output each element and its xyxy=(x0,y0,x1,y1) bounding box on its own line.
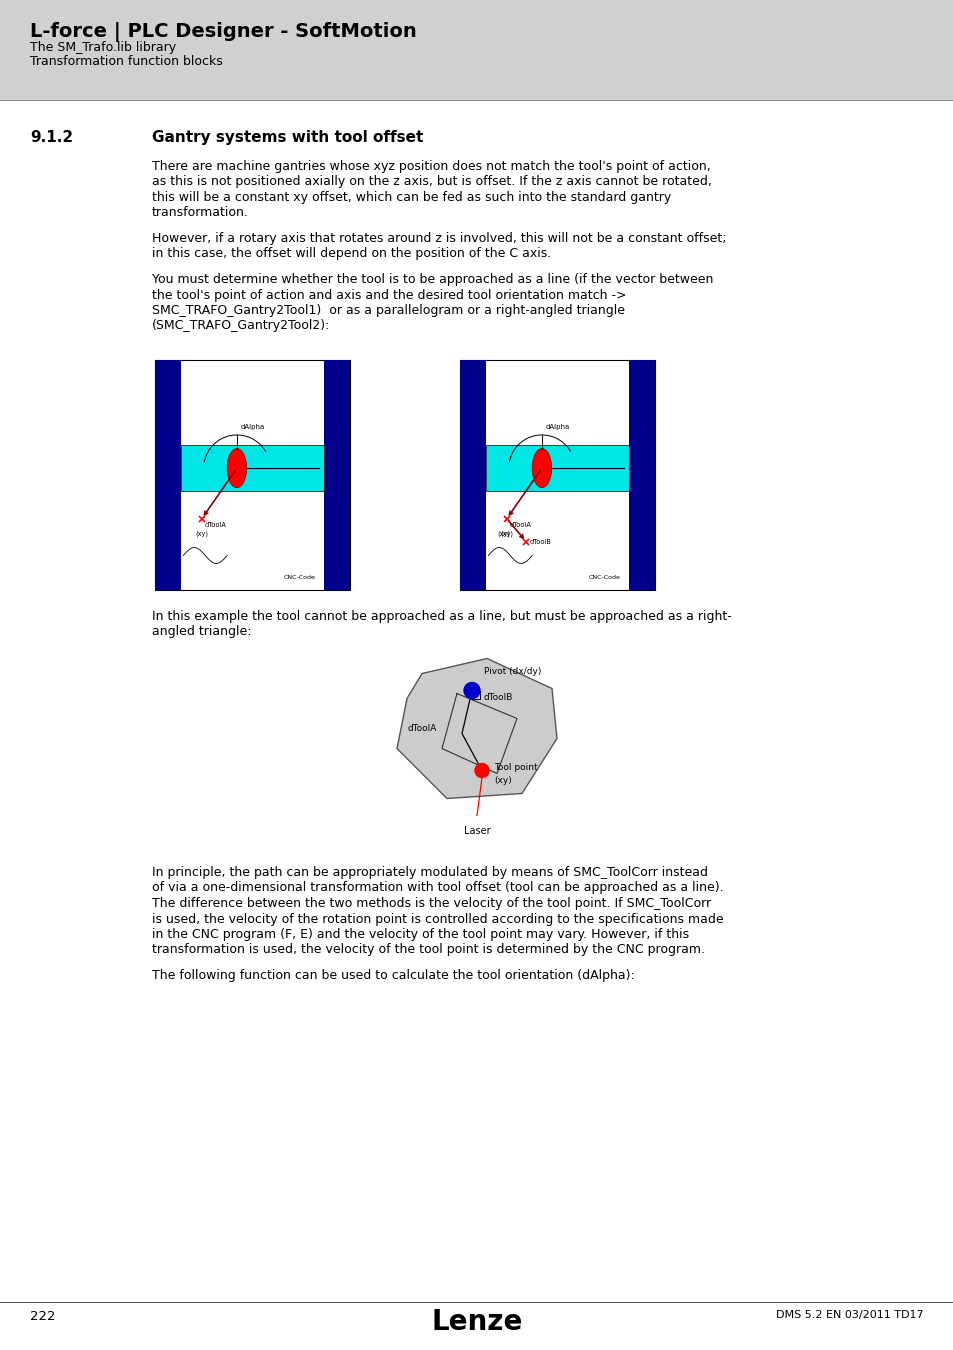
Bar xyxy=(459,360,655,590)
Text: dToolA: dToolA xyxy=(407,724,436,733)
Text: L-force | PLC Designer - SoftMotion: L-force | PLC Designer - SoftMotion xyxy=(30,22,416,42)
Text: The difference between the two methods is the velocity of the tool point. If SMC: The difference between the two methods i… xyxy=(152,896,710,910)
Text: In principle, the path can be appropriately modulated by means of SMC_ToolCorr i: In principle, the path can be appropriat… xyxy=(152,865,707,879)
Text: (xy): (xy) xyxy=(497,531,510,537)
Text: Gantry systems with tool offset: Gantry systems with tool offset xyxy=(152,130,423,144)
Text: 9.1.2: 9.1.2 xyxy=(30,130,73,144)
Text: The SM_Trafo.lib library: The SM_Trafo.lib library xyxy=(30,40,176,54)
Text: Lenze: Lenze xyxy=(431,1308,522,1336)
Text: SMC_TRAFO_Gantry2Tool1)  or as a parallelogram or a right-angled triangle: SMC_TRAFO_Gantry2Tool1) or as a parallel… xyxy=(152,304,624,317)
Text: dToolA: dToolA xyxy=(509,521,531,528)
Text: In this example the tool cannot be approached as a line, but must be approached : In this example the tool cannot be appro… xyxy=(152,610,731,622)
Text: 222: 222 xyxy=(30,1310,55,1323)
Text: CNC-Code: CNC-Code xyxy=(588,575,620,580)
Text: in the CNC program (F, E) and the velocity of the tool point may vary. However, : in the CNC program (F, E) and the veloci… xyxy=(152,927,688,941)
Text: as this is not positioned axially on the z axis, but is offset. If the z axis ca: as this is not positioned axially on the… xyxy=(152,176,711,189)
Text: the tool's point of action and axis and the desired tool orientation match ->: the tool's point of action and axis and … xyxy=(152,289,626,301)
Text: (xy): (xy) xyxy=(499,531,513,537)
Bar xyxy=(486,446,628,491)
Text: dToolA: dToolA xyxy=(205,521,227,528)
Text: transformation.: transformation. xyxy=(152,207,249,220)
Text: However, if a rotary axis that rotates around z is involved, this will not be a : However, if a rotary axis that rotates a… xyxy=(152,232,726,244)
Text: (SMC_TRAFO_Gantry2Tool2):: (SMC_TRAFO_Gantry2Tool2): xyxy=(152,320,330,332)
Text: dToolB: dToolB xyxy=(483,693,513,702)
Circle shape xyxy=(475,764,489,778)
Circle shape xyxy=(463,683,479,698)
Text: Laser: Laser xyxy=(463,825,490,836)
Bar xyxy=(628,360,655,590)
Bar xyxy=(154,360,350,590)
Bar xyxy=(181,446,323,491)
Bar xyxy=(459,360,486,590)
Text: transformation is used, the velocity of the tool point is determined by the CNC : transformation is used, the velocity of … xyxy=(152,944,704,957)
Text: You must determine whether the tool is to be approached as a line (if the vector: You must determine whether the tool is t… xyxy=(152,273,713,286)
Bar xyxy=(154,360,181,590)
Text: (xy): (xy) xyxy=(195,531,208,537)
Text: of via a one-dimensional transformation with tool offset (tool can be approached: of via a one-dimensional transformation … xyxy=(152,882,723,895)
Text: dToolB: dToolB xyxy=(529,539,551,544)
Ellipse shape xyxy=(532,448,551,487)
Text: Tool point: Tool point xyxy=(494,763,537,772)
Text: dAlpha: dAlpha xyxy=(240,424,264,429)
Text: Transformation function blocks: Transformation function blocks xyxy=(30,55,222,68)
Text: DMS 5.2 EN 03/2011 TD17: DMS 5.2 EN 03/2011 TD17 xyxy=(776,1310,923,1320)
Text: dAlpha: dAlpha xyxy=(545,424,569,429)
Text: angled triangle:: angled triangle: xyxy=(152,625,252,639)
Text: Pivot (dx/dy): Pivot (dx/dy) xyxy=(483,667,540,676)
Polygon shape xyxy=(396,659,557,798)
Text: CNC-Code: CNC-Code xyxy=(283,575,315,580)
Text: (xy): (xy) xyxy=(494,776,511,784)
Ellipse shape xyxy=(227,448,247,487)
Bar xyxy=(323,360,350,590)
Text: The following function can be used to calculate the tool orientation (dAlpha):: The following function can be used to ca… xyxy=(152,969,634,981)
Text: There are machine gantries whose xyz position does not match the tool's point of: There are machine gantries whose xyz pos… xyxy=(152,161,710,173)
Text: this will be a constant xy offset, which can be fed as such into the standard ga: this will be a constant xy offset, which… xyxy=(152,190,671,204)
Bar xyxy=(0,0,953,100)
Text: in this case, the offset will depend on the position of the C axis.: in this case, the offset will depend on … xyxy=(152,247,551,261)
Text: is used, the velocity of the rotation point is controlled according to the speci: is used, the velocity of the rotation po… xyxy=(152,913,723,926)
